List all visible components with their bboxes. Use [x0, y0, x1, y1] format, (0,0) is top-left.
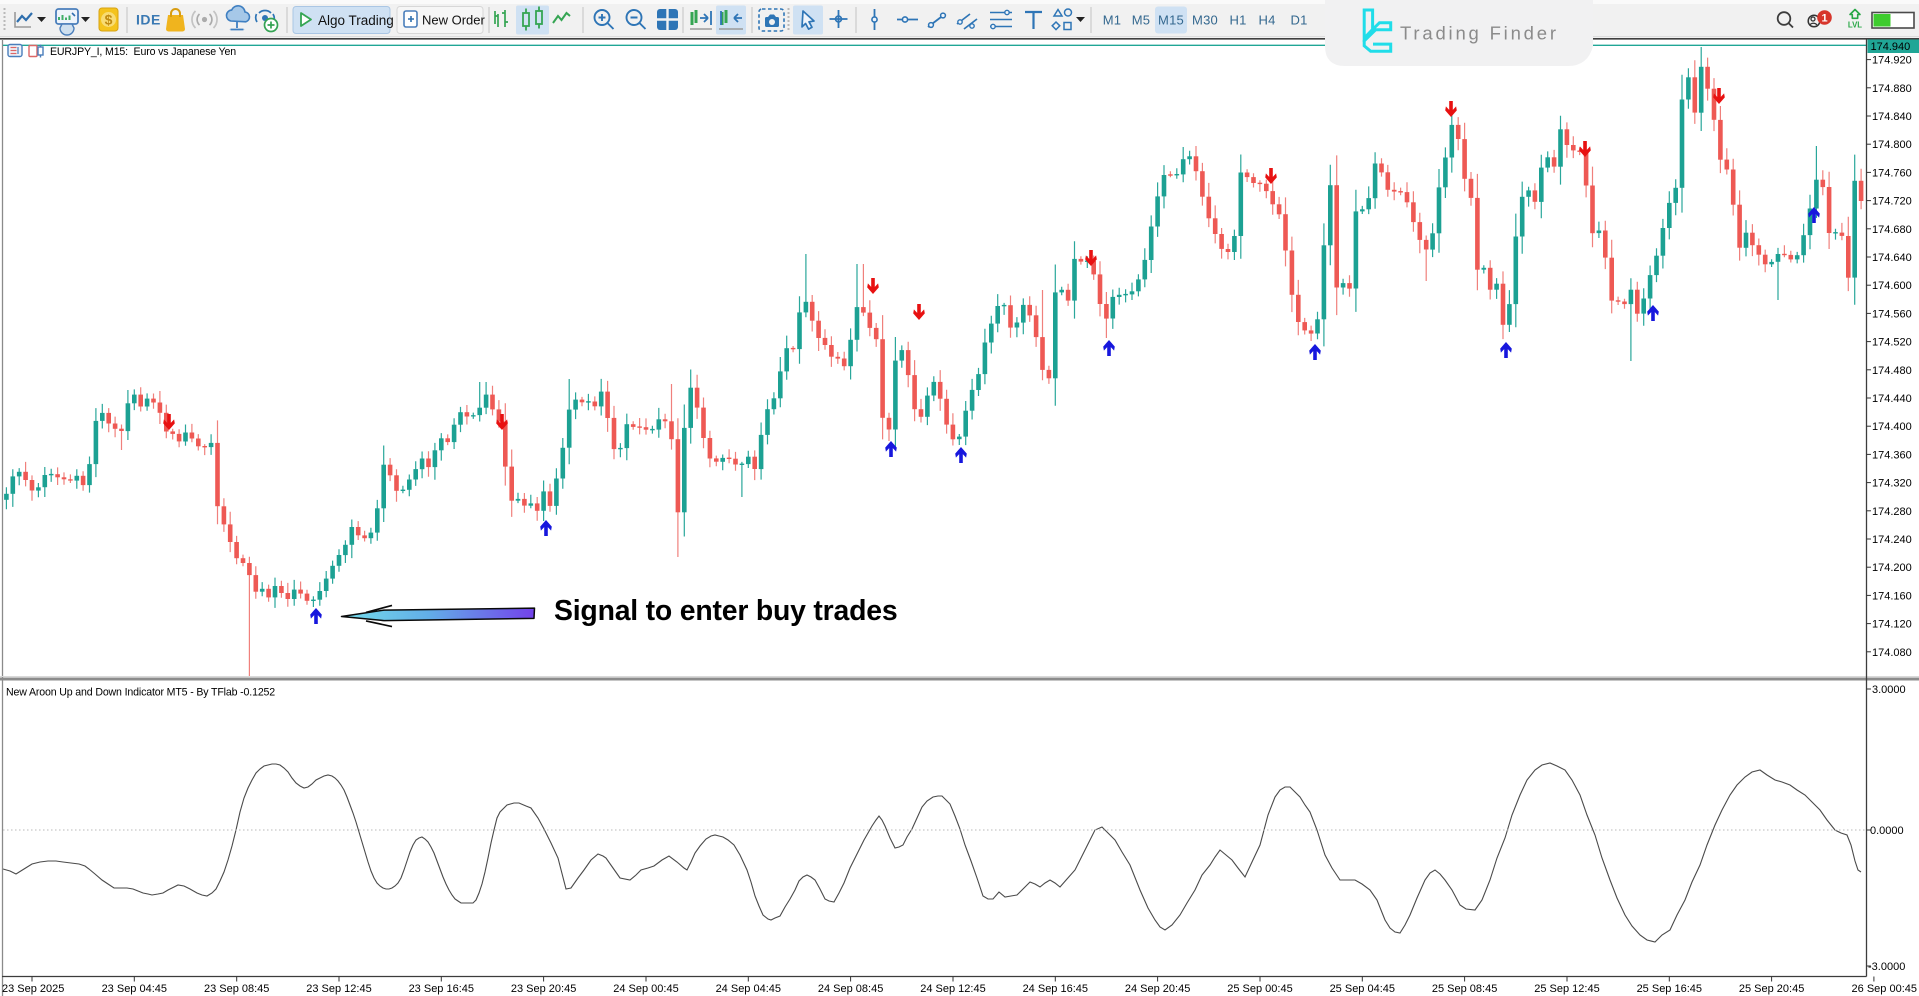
svg-text:M15: M15: [1158, 13, 1184, 28]
svg-text:H1: H1: [1229, 13, 1246, 28]
svg-text:174.880: 174.880: [1872, 83, 1912, 95]
svg-text:174.160: 174.160: [1872, 590, 1912, 602]
svg-text:174.360: 174.360: [1872, 449, 1912, 461]
svg-text:24 Sep 12:45: 24 Sep 12:45: [920, 983, 985, 995]
svg-text:174.120: 174.120: [1872, 619, 1912, 631]
svg-text:23 Sep 12:45: 23 Sep 12:45: [306, 983, 371, 995]
svg-text:D1: D1: [1290, 13, 1307, 28]
svg-text:25 Sep 16:45: 25 Sep 16:45: [1637, 983, 1702, 995]
svg-text:IDE: IDE: [136, 12, 161, 28]
svg-text:25 Sep 00:45: 25 Sep 00:45: [1227, 983, 1292, 995]
svg-text:174.640: 174.640: [1872, 252, 1912, 264]
svg-text:-3.0000: -3.0000: [1868, 961, 1905, 973]
svg-text:25 Sep 08:45: 25 Sep 08:45: [1432, 983, 1497, 995]
svg-text:174.240: 174.240: [1872, 534, 1912, 546]
svg-text:174.840: 174.840: [1872, 111, 1912, 123]
svg-text:25 Sep 12:45: 25 Sep 12:45: [1534, 983, 1599, 995]
svg-text:174.440: 174.440: [1872, 393, 1912, 405]
svg-text:174.920: 174.920: [1872, 55, 1912, 67]
svg-text:H4: H4: [1258, 13, 1275, 28]
svg-text:24 Sep 16:45: 24 Sep 16:45: [1023, 983, 1088, 995]
svg-text:174.080: 174.080: [1872, 647, 1912, 659]
svg-text:24 Sep 08:45: 24 Sep 08:45: [818, 983, 883, 995]
svg-text:24 Sep 20:45: 24 Sep 20:45: [1125, 983, 1190, 995]
svg-text:25 Sep 20:45: 25 Sep 20:45: [1739, 983, 1804, 995]
svg-text:174.400: 174.400: [1872, 421, 1912, 433]
svg-text:174.940: 174.940: [1871, 41, 1911, 53]
svg-text:1: 1: [1821, 13, 1827, 25]
svg-text:174.480: 174.480: [1872, 365, 1912, 377]
svg-text:EURJPY_I, M15: Euro vs Japane: EURJPY_I, M15: Euro vs Japanese Yen: [50, 46, 236, 58]
svg-text:Signal to enter buy trades: Signal to enter buy trades: [554, 595, 897, 627]
svg-text:Trading Finder: Trading Finder: [1400, 23, 1559, 44]
svg-text:24 Sep 00:45: 24 Sep 00:45: [613, 983, 678, 995]
svg-text:23 Sep 20:45: 23 Sep 20:45: [511, 983, 576, 995]
svg-text:174.320: 174.320: [1872, 478, 1912, 490]
svg-text:23 Sep 16:45: 23 Sep 16:45: [409, 983, 474, 995]
svg-text:174.200: 174.200: [1872, 562, 1912, 574]
svg-text:New Aroon Up and Down Indicato: New Aroon Up and Down Indicator MT5 - By…: [6, 687, 275, 699]
svg-text:26 Sep 00:45: 26 Sep 00:45: [1852, 983, 1917, 995]
svg-text:3.0000: 3.0000: [1872, 684, 1906, 696]
svg-text:23 Sep 04:45: 23 Sep 04:45: [102, 983, 167, 995]
svg-text:New Order: New Order: [422, 13, 486, 28]
svg-text:Algo Trading: Algo Trading: [318, 13, 394, 28]
svg-text:174.720: 174.720: [1872, 196, 1912, 208]
svg-text:174.760: 174.760: [1872, 167, 1912, 179]
svg-text:174.280: 174.280: [1872, 506, 1912, 518]
svg-text:M1: M1: [1103, 13, 1121, 28]
svg-text:23 Sep 08:45: 23 Sep 08:45: [204, 983, 269, 995]
svg-text:$: $: [105, 12, 113, 28]
svg-text:23 Sep 2025: 23 Sep 2025: [2, 983, 64, 995]
svg-text:M30: M30: [1192, 13, 1218, 28]
svg-text:LVL: LVL: [1848, 21, 1862, 30]
svg-text:174.800: 174.800: [1872, 139, 1912, 151]
svg-text:M5: M5: [1132, 13, 1150, 28]
svg-text:0.0000: 0.0000: [1870, 825, 1904, 837]
svg-text:174.600: 174.600: [1872, 280, 1912, 292]
svg-text:174.680: 174.680: [1872, 224, 1912, 236]
svg-text:174.520: 174.520: [1872, 337, 1912, 349]
svg-text:24 Sep 04:45: 24 Sep 04:45: [716, 983, 781, 995]
svg-text:174.560: 174.560: [1872, 308, 1912, 320]
svg-text:25 Sep 04:45: 25 Sep 04:45: [1330, 983, 1395, 995]
